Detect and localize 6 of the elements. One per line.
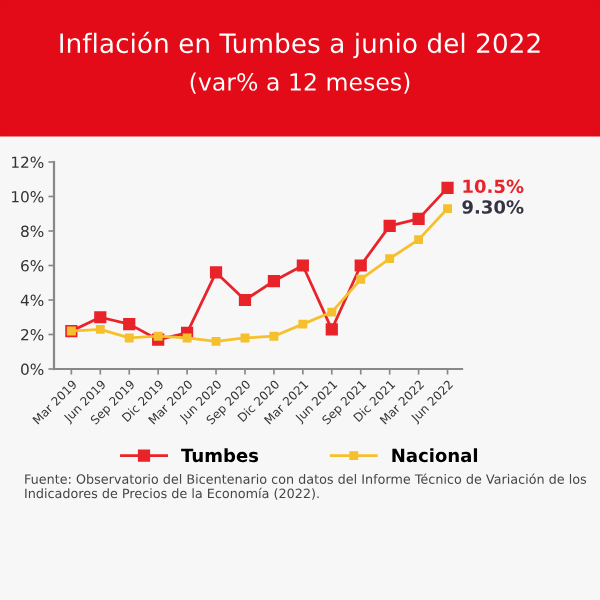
legend-label: Tumbes [181, 448, 259, 463]
chart-title: Inflación en Tumbes a junio del 2022 [60, 31, 540, 59]
legend-label: Nacional [392, 448, 478, 463]
data-label: 10.5% [463, 179, 524, 194]
data-label: 9.30% [462, 200, 524, 214]
chart-subtitle: (var% a 12 meses) [190, 72, 410, 94]
